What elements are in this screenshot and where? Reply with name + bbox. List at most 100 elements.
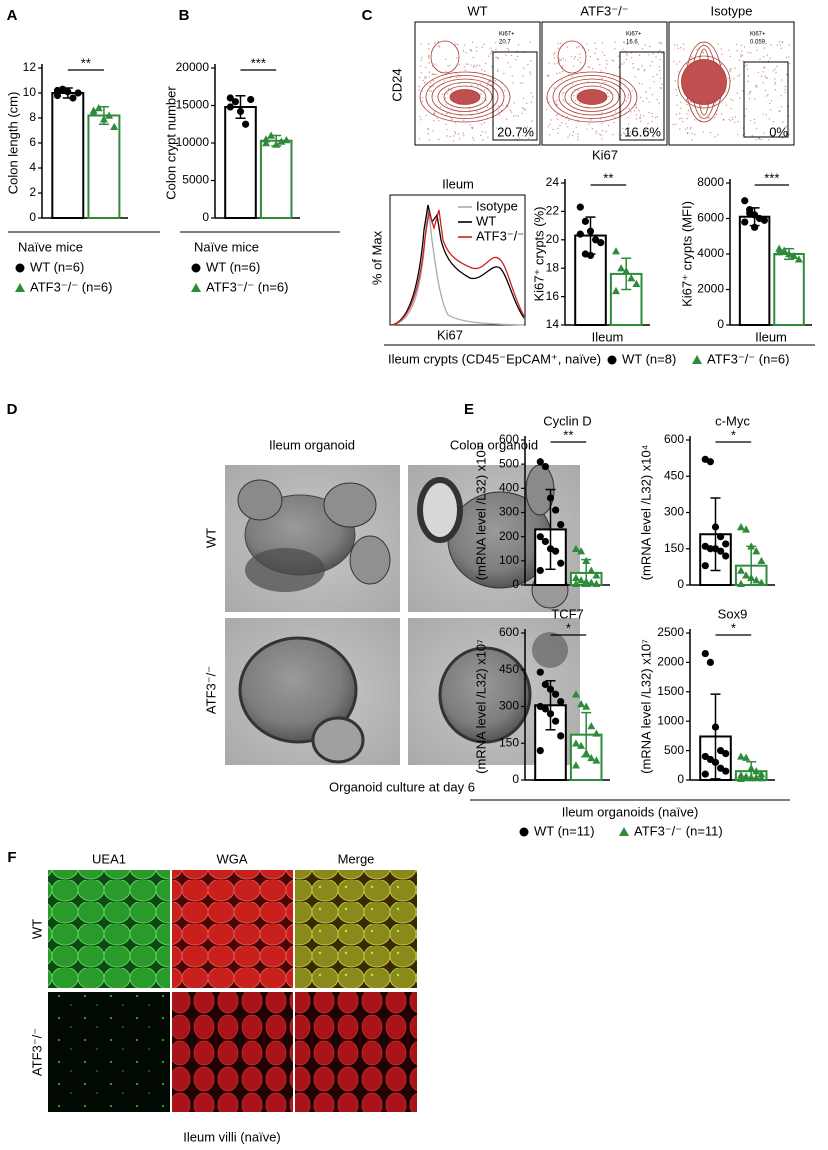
flow-dot (553, 87, 555, 89)
flow-dot (439, 106, 442, 108)
panel-letter: A (7, 7, 18, 24)
flow-dot (470, 50, 473, 52)
flow-dot (740, 55, 742, 58)
flow-dot (548, 134, 551, 136)
flow-dot (566, 115, 569, 118)
flow-dot (470, 126, 473, 129)
flow-contour (564, 82, 620, 112)
flow-dot (438, 138, 440, 141)
flow-dot (785, 125, 788, 128)
triangle-marker (757, 774, 766, 782)
flow-dot (456, 44, 459, 46)
flow-dot (451, 89, 453, 92)
flow-dot (601, 51, 604, 54)
triangle-marker (752, 576, 761, 584)
flow-dot (446, 92, 449, 95)
flow-dot (587, 49, 590, 52)
flow-dot (568, 134, 571, 136)
flow-dot (776, 65, 778, 68)
flow-dot (628, 132, 630, 135)
circle-marker (15, 263, 25, 273)
flow-dot (599, 64, 601, 66)
flow-dot (476, 64, 479, 66)
flow-dot (485, 99, 487, 102)
triangle-marker (617, 264, 626, 272)
flow-dot (562, 65, 564, 67)
flow-dot (709, 131, 712, 134)
flow-dot (427, 132, 430, 135)
flow-dot (430, 82, 432, 84)
flow-dot (525, 102, 528, 105)
flow-dot (762, 81, 765, 84)
y-axis-label: Colon length (cm) (5, 92, 20, 195)
flow-dot (419, 76, 421, 79)
flow-dot (772, 69, 774, 72)
flow-dot (419, 43, 422, 46)
flow-dot (654, 116, 656, 119)
panel-letter: C (362, 7, 373, 24)
flow-dot (594, 52, 596, 55)
flow-dot (778, 41, 781, 43)
y-tick-label: 0 (512, 577, 519, 591)
flow-dot (464, 69, 467, 71)
triangle-marker (592, 571, 601, 579)
flow-dot (606, 63, 608, 65)
flow-dot (506, 118, 508, 121)
flow-dot (734, 67, 736, 70)
significance-label: * (731, 427, 736, 442)
triangle-marker (577, 547, 586, 555)
flow-dot (487, 81, 489, 84)
circle-marker (242, 120, 250, 128)
flow-dot (640, 96, 642, 99)
flow-dot (659, 49, 661, 51)
flow-dot (436, 117, 438, 120)
wt-curve (391, 204, 525, 326)
y-tick-label: 18 (546, 260, 560, 274)
flow-dot (769, 109, 772, 111)
circle-marker (576, 203, 584, 211)
flow-dot (469, 48, 472, 51)
triangle-marker (572, 761, 580, 769)
gate (619, 51, 665, 141)
gate-percent: 16.6% (624, 124, 661, 139)
flow-dot (435, 73, 437, 76)
triangle-marker (587, 566, 596, 574)
flow-dot (655, 56, 657, 58)
flow-dot (519, 82, 522, 84)
flow-dot (595, 130, 598, 132)
y-tick-label: 450 (499, 662, 519, 676)
flow-dot (579, 53, 581, 55)
triangle-marker (262, 139, 270, 147)
flow-dot (565, 123, 567, 125)
gate-label: Ki67+ (626, 32, 642, 38)
flow-dot (463, 134, 465, 137)
flow-dot (602, 129, 604, 132)
histogram (389, 194, 526, 326)
flow-dot (775, 71, 777, 74)
flow-dot (571, 83, 574, 85)
legend-title: Naïve mice (194, 239, 259, 254)
flow-dot (484, 62, 487, 65)
circle-marker (53, 91, 62, 100)
flow-dot (577, 139, 579, 141)
flow-dot (556, 72, 558, 75)
y-tick-label: 10000 (176, 135, 210, 149)
flow-dot (428, 62, 430, 64)
flow-dot (481, 123, 483, 125)
flow-dot (725, 104, 728, 107)
triangle-marker (110, 122, 119, 130)
flow-dot (500, 42, 503, 45)
flow-dot (421, 97, 424, 99)
y-tick-label: 1000 (657, 713, 684, 727)
significance-label: * (566, 620, 571, 635)
flow-dot (756, 127, 758, 130)
y-tick-label: 600 (499, 625, 519, 639)
triangle-marker (572, 579, 580, 587)
y-tick-label: 400 (499, 481, 519, 495)
flow-dot (784, 91, 786, 93)
flow-title: Isotype (711, 3, 753, 18)
flow-dot (633, 110, 636, 112)
flow-contour (419, 71, 511, 123)
flow-dot (446, 112, 448, 115)
flow-dot (601, 77, 603, 80)
